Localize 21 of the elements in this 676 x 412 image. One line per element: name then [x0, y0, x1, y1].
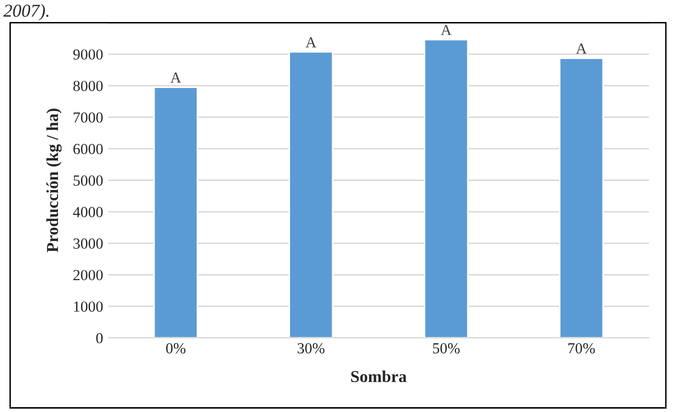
annotation: A — [306, 37, 316, 48]
y-tick-label: 8000 — [73, 80, 103, 92]
y-tick-label: 5000 — [74, 175, 103, 186]
x-tick-label: 70% — [568, 343, 595, 354]
y-axis-title: Producción (kg / ha) — [46, 108, 62, 252]
annotation: A — [170, 72, 182, 83]
y-tick-label: 2000 — [73, 270, 103, 280]
y-tick-label: 4000 — [73, 206, 103, 218]
x-axis-title: Sombra — [351, 370, 407, 382]
y-tick-label: 1000 — [74, 301, 103, 312]
x-tick-label: 30% — [298, 343, 324, 354]
y-tick-label: 7000 — [74, 112, 103, 123]
x-tick-label: 0% — [166, 343, 186, 354]
y-tick-label: 6000 — [73, 144, 103, 154]
annotation: A — [576, 44, 587, 54]
x-tick-label: 50% — [433, 343, 460, 354]
text: 2007). — [3, 4, 48, 20]
annotation: A — [440, 24, 452, 36]
y-tick-label: 0 — [96, 332, 103, 344]
y-tick-label: 3000 — [73, 238, 103, 249]
y-tick-label: 9000 — [73, 49, 103, 60]
